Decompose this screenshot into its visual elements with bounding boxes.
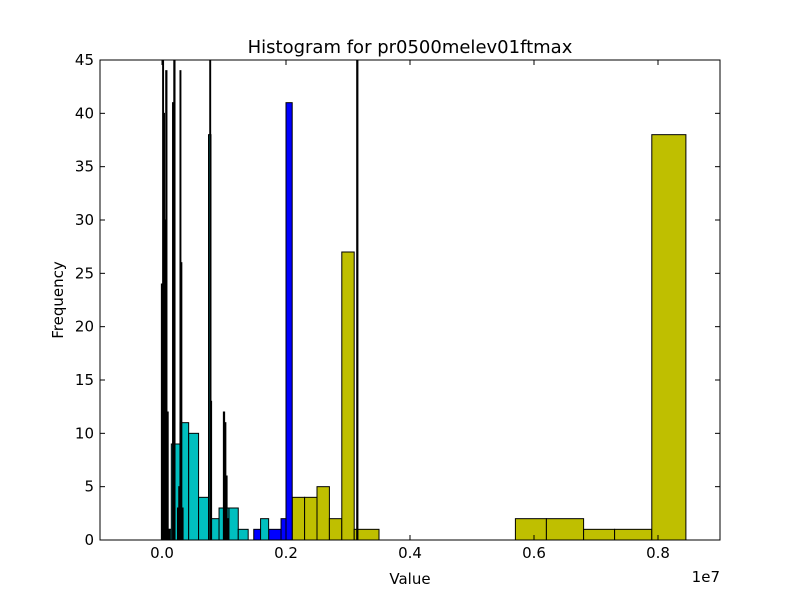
histogram-bar [168,528,171,541]
histogram-bar [226,518,229,541]
y-tick-label: 15 [75,371,94,389]
y-tick-label: 5 [84,478,94,496]
histogram-bar [173,59,176,541]
y-axis-label: Frequency [49,261,67,339]
y-tick-label: 35 [75,158,94,176]
histogram-bar [356,59,359,541]
histogram-bar [291,496,306,541]
histogram-bar [316,486,330,541]
x-tick-label: 0.0 [150,544,174,562]
histogram-bar [237,528,249,541]
histogram-bar [514,518,547,541]
histogram-bar [180,262,183,541]
x-tick-label: 0.6 [522,544,546,562]
y-tick-label: 10 [75,424,94,442]
histogram-bar [268,528,282,541]
histogram-bar [210,518,220,541]
y-tick-label: 25 [75,264,94,282]
histogram-bar [228,507,239,541]
histogram-bar [341,251,355,541]
histogram-bar [280,518,287,541]
x-axis-multiplier: 1e7 [692,568,720,586]
histogram-bar [651,134,687,541]
histogram-bar [166,411,169,541]
histogram-bar [260,518,270,541]
histogram-bar [545,518,585,541]
x-axis-label: Value [389,570,430,588]
histogram-bar [614,528,653,541]
histogram-bar [188,432,200,541]
y-tick-label: 30 [75,211,94,229]
histogram-bar [198,496,210,541]
y-tick-label: 20 [75,318,94,336]
histogram-bar [181,507,184,541]
y-tick-label: 0 [84,531,94,549]
histogram-bar [304,496,318,541]
histogram-bar [583,528,616,541]
ticks-layer: 0.0 0.2 0.4 0.6 0.8 0 5 10 15 20 25 30 35 40 45 [75,51,720,562]
x-tick-label: 0.2 [274,544,298,562]
y-tick-label: 40 [75,104,94,122]
histogram-bar [210,400,213,541]
histogram-bar [285,102,293,541]
x-tick-label: 0.4 [398,544,422,562]
histogram-bar [328,518,343,541]
chart-title: Histogram for pr0500melev01ftmax [248,37,573,58]
y-tick-label: 45 [75,51,94,69]
bars-layer [160,59,687,541]
x-tick-label: 0.8 [646,544,670,562]
histogram-bar [253,528,262,541]
